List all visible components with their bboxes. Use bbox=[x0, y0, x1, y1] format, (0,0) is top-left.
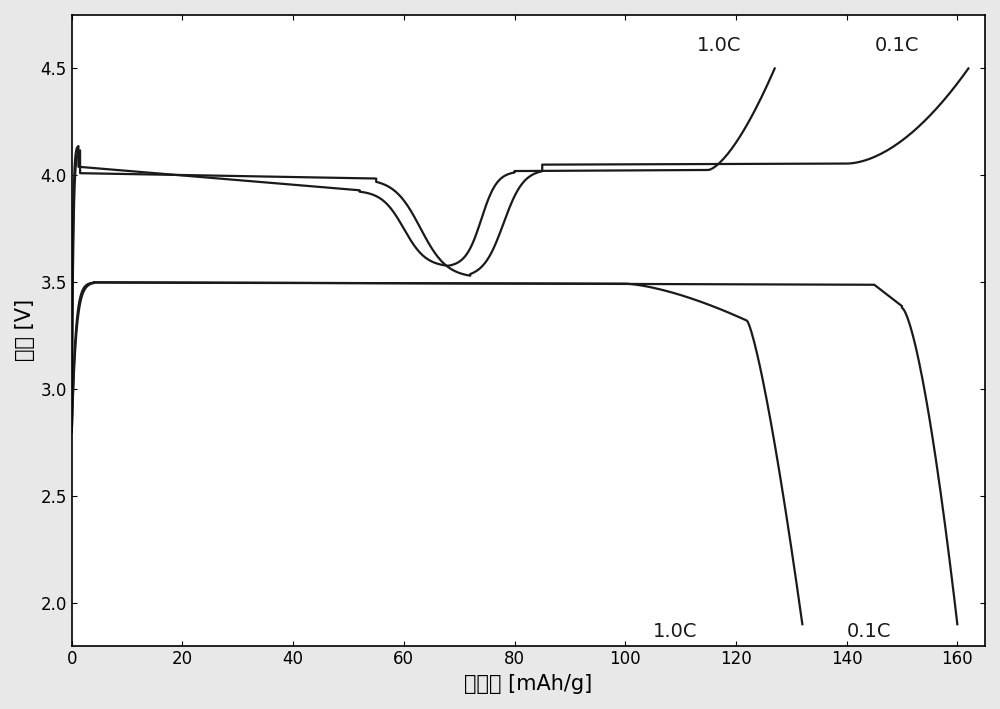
Y-axis label: 电压 [V]: 电压 [V] bbox=[15, 299, 35, 362]
Text: 1.0C: 1.0C bbox=[697, 36, 742, 55]
Text: 0.1C: 0.1C bbox=[847, 622, 891, 641]
Text: 0.1C: 0.1C bbox=[874, 36, 919, 55]
X-axis label: 比容量 [mAh/g]: 比容量 [mAh/g] bbox=[464, 674, 593, 694]
Text: 1.0C: 1.0C bbox=[653, 622, 697, 641]
